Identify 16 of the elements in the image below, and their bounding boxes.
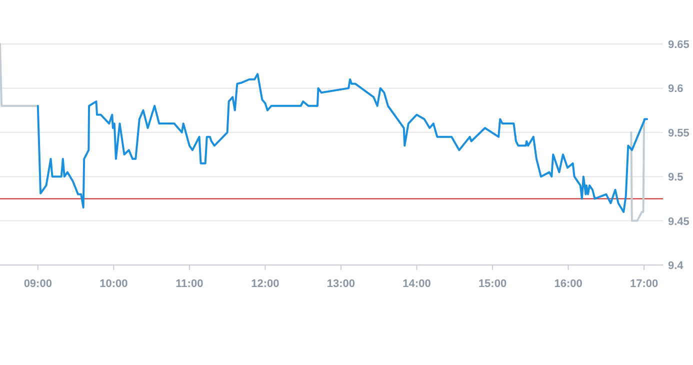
x-tick-label: 16:00 bbox=[554, 278, 582, 290]
y-tick-label: 9.55 bbox=[668, 127, 690, 140]
y-tick-label: 9.4 bbox=[668, 260, 684, 272]
x-tick-label: 09:00 bbox=[24, 278, 52, 290]
line-series bbox=[36, 73, 648, 213]
x-tick-label: 13:00 bbox=[326, 278, 356, 290]
y-tick-label: 9.6 bbox=[668, 83, 684, 96]
x-tick-label: 15:00 bbox=[478, 278, 507, 290]
x-tick-label: 10:00 bbox=[100, 278, 128, 290]
x-tick-label: 11:00 bbox=[176, 278, 204, 290]
x-tick-label: 14:00 bbox=[402, 278, 431, 290]
y-tick-label: 9.65 bbox=[668, 39, 690, 51]
y-tick-label: 9.45 bbox=[668, 216, 690, 228]
x-tick-label: 17:00 bbox=[630, 278, 658, 290]
x-tick-label: 12:00 bbox=[251, 278, 280, 290]
y-tick-label: 9.5 bbox=[668, 172, 684, 184]
